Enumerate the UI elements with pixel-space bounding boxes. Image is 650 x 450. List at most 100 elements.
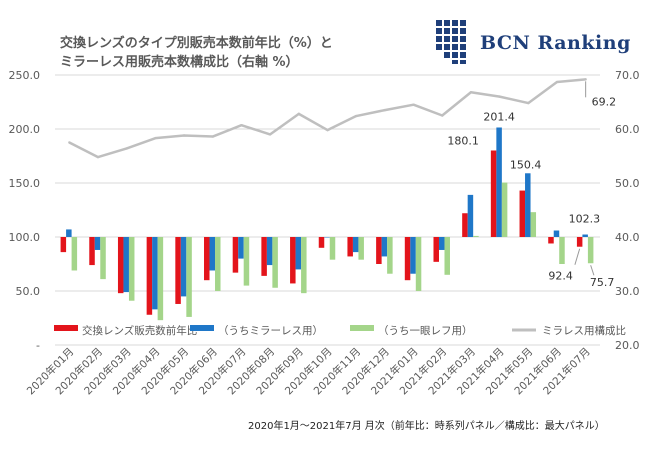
bar-slr <box>329 237 336 260</box>
bar-slr <box>559 237 565 264</box>
bar-slr <box>358 237 364 260</box>
line-point <box>527 101 530 105</box>
line-point <box>441 114 444 117</box>
bar-slr <box>186 237 192 317</box>
bar-mirrorless <box>152 237 158 310</box>
bar-mirrorless <box>496 127 502 237</box>
legend-swatch-mirrorless <box>190 325 214 331</box>
bcn-ranking-logo: BCN Ranking <box>436 20 630 68</box>
bar-series <box>60 127 594 321</box>
line-point <box>498 95 501 98</box>
bar-slr <box>157 237 164 321</box>
line-point <box>469 91 473 94</box>
bar-slr <box>100 237 106 280</box>
bar-mirrorless <box>324 237 330 238</box>
bar-mirrorless <box>352 237 359 253</box>
bar-total <box>404 237 411 281</box>
chart-title-line2: ミラーレス用販売本数構成比（右軸 %） <box>60 55 299 70</box>
data-label: 201.4 <box>483 110 515 123</box>
line-point <box>412 103 415 106</box>
bar-mirrorless <box>553 230 560 237</box>
bar-total <box>433 237 439 262</box>
legend-swatch-slr <box>350 325 374 331</box>
bar-mirrorless <box>266 237 273 266</box>
y-axis-left: - 50.0 100.0 150.0 200.0 250.0 <box>9 69 41 352</box>
bar-total <box>232 237 239 273</box>
bar-slr <box>215 237 221 291</box>
bar-mirrorless <box>66 229 72 237</box>
y2-tick-label: 30.0 <box>615 285 640 298</box>
y2-tick-label: 50.0 <box>615 177 640 190</box>
chart-title-line1: 交換レンズのタイプ別販売本数前年比（%）と <box>60 36 333 51</box>
bar-total <box>318 237 325 248</box>
legend-label-total: 交換レンズ販売数前年比 <box>82 324 197 337</box>
bar-slr <box>501 182 508 237</box>
data-label: 150.4 <box>510 159 541 172</box>
y-tick-label: 50.0 <box>16 285 41 298</box>
bcn-logo-icon <box>436 20 466 64</box>
y-tick-label: - <box>36 339 40 352</box>
bar-mirrorless <box>295 237 302 270</box>
x-axis: 2020年01月2020年02月2020年03月2020年04月2020年05月… <box>24 345 593 397</box>
bar-mirrorless <box>94 237 101 250</box>
bar-mirrorless <box>238 237 244 259</box>
bar-slr <box>301 237 307 294</box>
bar-mirrorless <box>467 194 474 237</box>
line-point <box>383 108 387 112</box>
data-label: 69.2 <box>592 95 617 108</box>
bar-total <box>576 237 583 247</box>
data-label: 92.4 <box>548 270 573 283</box>
bar-slr <box>243 237 250 286</box>
label-leader <box>574 248 581 265</box>
legend: 交換レンズ販売数前年比 （うちミラーレス用） （うち一眼レフ用） ミラレス用構成比 <box>54 324 626 337</box>
line-point <box>555 80 559 84</box>
bar-total <box>490 150 497 237</box>
bar-total <box>290 237 296 284</box>
bar-total <box>60 237 67 253</box>
bar-total <box>89 237 95 266</box>
line-series <box>68 78 587 159</box>
y2-tick-label: 20.0 <box>615 339 640 352</box>
bar-slr <box>415 237 422 291</box>
bar-total <box>117 237 124 294</box>
line-point <box>326 128 329 132</box>
y-tick-label: 100.0 <box>9 231 41 244</box>
y-axis-right: 20.0 30.0 40.0 50.0 60.0 70.0 <box>615 69 640 352</box>
bar-total <box>175 237 181 304</box>
line-point <box>211 135 214 138</box>
bar-mirrorless <box>180 237 187 297</box>
legend-swatch-total <box>54 325 78 331</box>
line-point <box>68 141 71 144</box>
bar-total <box>376 237 382 264</box>
gridlines <box>55 74 600 346</box>
line-point <box>182 134 186 137</box>
bar-total <box>347 237 353 257</box>
y-tick-label: 250.0 <box>9 69 41 82</box>
label-leader <box>590 265 595 276</box>
y2-tick-label: 60.0 <box>615 123 640 136</box>
footnote: 2020年1月〜2021年7月 月次（前年比：時系列パネル／構成比：最大パネル） <box>248 421 605 432</box>
bar-total <box>548 237 554 244</box>
legend-label-mirrorless: （うちミラーレス用） <box>218 325 323 337</box>
y-tick-label: 200.0 <box>9 123 41 136</box>
line-point <box>297 112 301 116</box>
bar-mirrorless <box>381 237 388 257</box>
bar-total <box>146 237 153 315</box>
y2-tick-label: 70.0 <box>615 69 640 82</box>
line-point <box>354 114 358 118</box>
bar-slr <box>473 235 479 237</box>
bar-slr <box>71 237 78 271</box>
bar-slr <box>587 237 594 264</box>
bar-mirrorless <box>582 234 588 237</box>
bar-mirrorless <box>438 237 445 250</box>
bar-mirrorless <box>525 173 531 237</box>
bar-total <box>519 190 526 237</box>
bar-slr <box>530 212 537 237</box>
line-point <box>268 133 272 136</box>
bar-slr <box>272 237 278 288</box>
bar-mirrorless <box>209 237 216 271</box>
bar-slr <box>128 237 135 301</box>
bar-slr <box>444 237 450 275</box>
data-label: 75.7 <box>590 276 615 289</box>
line-point <box>240 124 243 127</box>
